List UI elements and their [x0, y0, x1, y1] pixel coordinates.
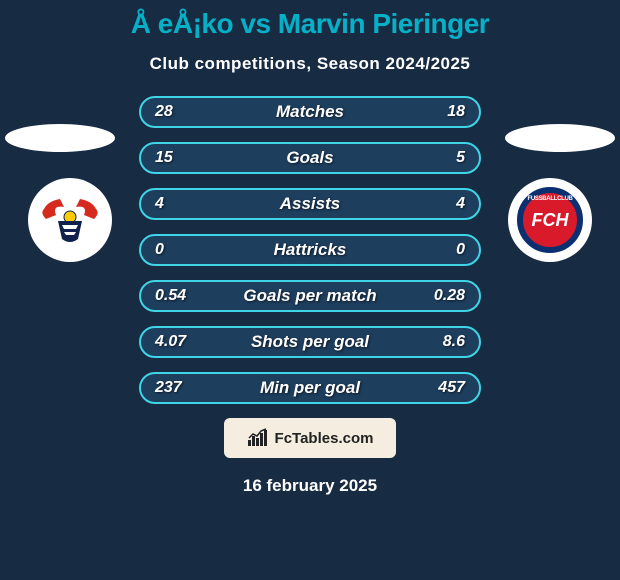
stat-row-gpm: 0.54 Goals per match 0.28 [139, 280, 481, 312]
stats-list: 28 Matches 18 15 Goals 5 4 Assists 4 0 H… [139, 96, 481, 404]
club-logo-right: FUSSBALLCLUB FCH [508, 178, 592, 262]
stat-row-assists: 4 Assists 4 [139, 188, 481, 220]
stat-row-matches: 28 Matches 18 [139, 96, 481, 128]
comparison-card: Å eÅ¡ko vs Marvin Pieringer Club competi… [0, 0, 620, 580]
stat-right-value: 0.28 [425, 287, 465, 305]
footer-brand-text: FcTables.com [275, 430, 374, 447]
fch-label: FCH [532, 210, 569, 231]
stat-row-goals: 15 Goals 5 [139, 142, 481, 174]
stat-right-value: 457 [425, 379, 465, 397]
footer-brand-box: FcTables.com [224, 418, 396, 458]
stat-right-value: 8.6 [425, 333, 465, 351]
player-badge-right [505, 124, 615, 152]
stat-row-mpg: 237 Min per goal 457 [139, 372, 481, 404]
stat-right-value: 5 [425, 149, 465, 167]
rb-leipzig-logo-icon [38, 195, 102, 245]
fc-heidenheim-logo-icon: FUSSBALLCLUB FCH [517, 187, 583, 253]
fctables-logo-icon [247, 428, 269, 448]
fch-border-label: FUSSBALLCLUB [527, 196, 572, 202]
stat-right-value: 4 [425, 195, 465, 213]
stat-row-hattricks: 0 Hattricks 0 [139, 234, 481, 266]
club-logo-left [28, 178, 112, 262]
stat-right-value: 0 [425, 241, 465, 259]
subtitle: Club competitions, Season 2024/2025 [0, 54, 620, 74]
player-badge-left [5, 124, 115, 152]
page-title: Å eÅ¡ko vs Marvin Pieringer [0, 0, 620, 40]
date-text: 16 february 2025 [0, 476, 620, 496]
stat-right-value: 18 [425, 103, 465, 121]
stat-row-spg: 4.07 Shots per goal 8.6 [139, 326, 481, 358]
